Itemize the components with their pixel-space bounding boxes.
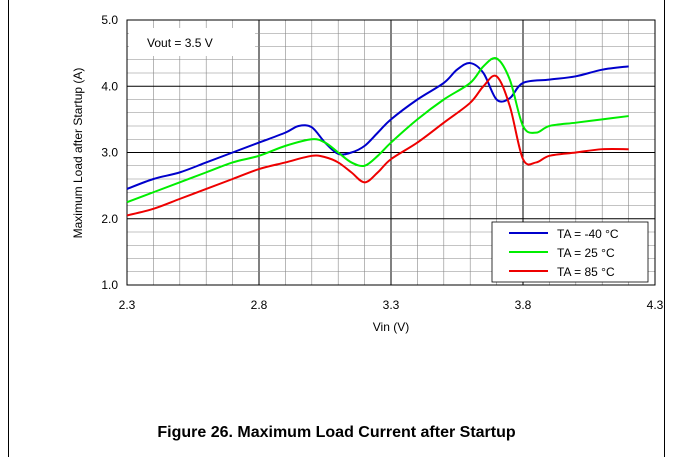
vout-annotation-text: Vout = 3.5 V: [147, 36, 213, 50]
y-tick-label: 2.0: [101, 212, 118, 226]
plot-area: [126, 19, 656, 286]
load-current-chart: 2.3 2.8 3.3 3.8 4.3 1.0 2.0 3.0 4.0 5.0 Vout = 3.…: [71, 13, 664, 334]
y-tick-label: 4.0: [101, 79, 118, 93]
series-lines: [126, 56, 629, 217]
page-frame-right: [664, 0, 665, 457]
y-tick-label: 3.0: [101, 146, 118, 160]
series-line-25: [126, 56, 629, 204]
x-tick-label: 2.8: [251, 298, 268, 312]
legend-label-85: TA = 85 °C: [557, 265, 615, 279]
x-tick-label: 4.3: [647, 298, 664, 312]
chart-legend: TA = -40 °C TA = 25 °C TA = 85 °C: [491, 221, 649, 283]
x-axis-label: Vin (V): [373, 320, 409, 334]
figure-caption: Figure 26. Maximum Load Current after St…: [157, 424, 516, 441]
series-line-85: [126, 74, 629, 217]
y-tick-label: 1.0: [101, 278, 118, 292]
series-line-minus40: [126, 62, 629, 190]
x-tick-label: 3.8: [515, 298, 532, 312]
page-frame-left: [8, 0, 9, 457]
vout-annotation: Vout = 3.5 V: [129, 28, 255, 56]
x-tick-label: 3.3: [383, 298, 400, 312]
tick-labels: 2.3 2.8 3.3 3.8 4.3 1.0 2.0 3.0 4.0 5.0: [101, 13, 663, 312]
x-tick-label: 2.3: [119, 298, 136, 312]
legend-label-25: TA = 25 °C: [557, 246, 615, 260]
y-axis-label: Maximum Load after Startup (A): [71, 68, 85, 239]
y-tick-label: 5.0: [101, 13, 118, 27]
legend-label-minus40: TA = -40 °C: [557, 227, 619, 241]
